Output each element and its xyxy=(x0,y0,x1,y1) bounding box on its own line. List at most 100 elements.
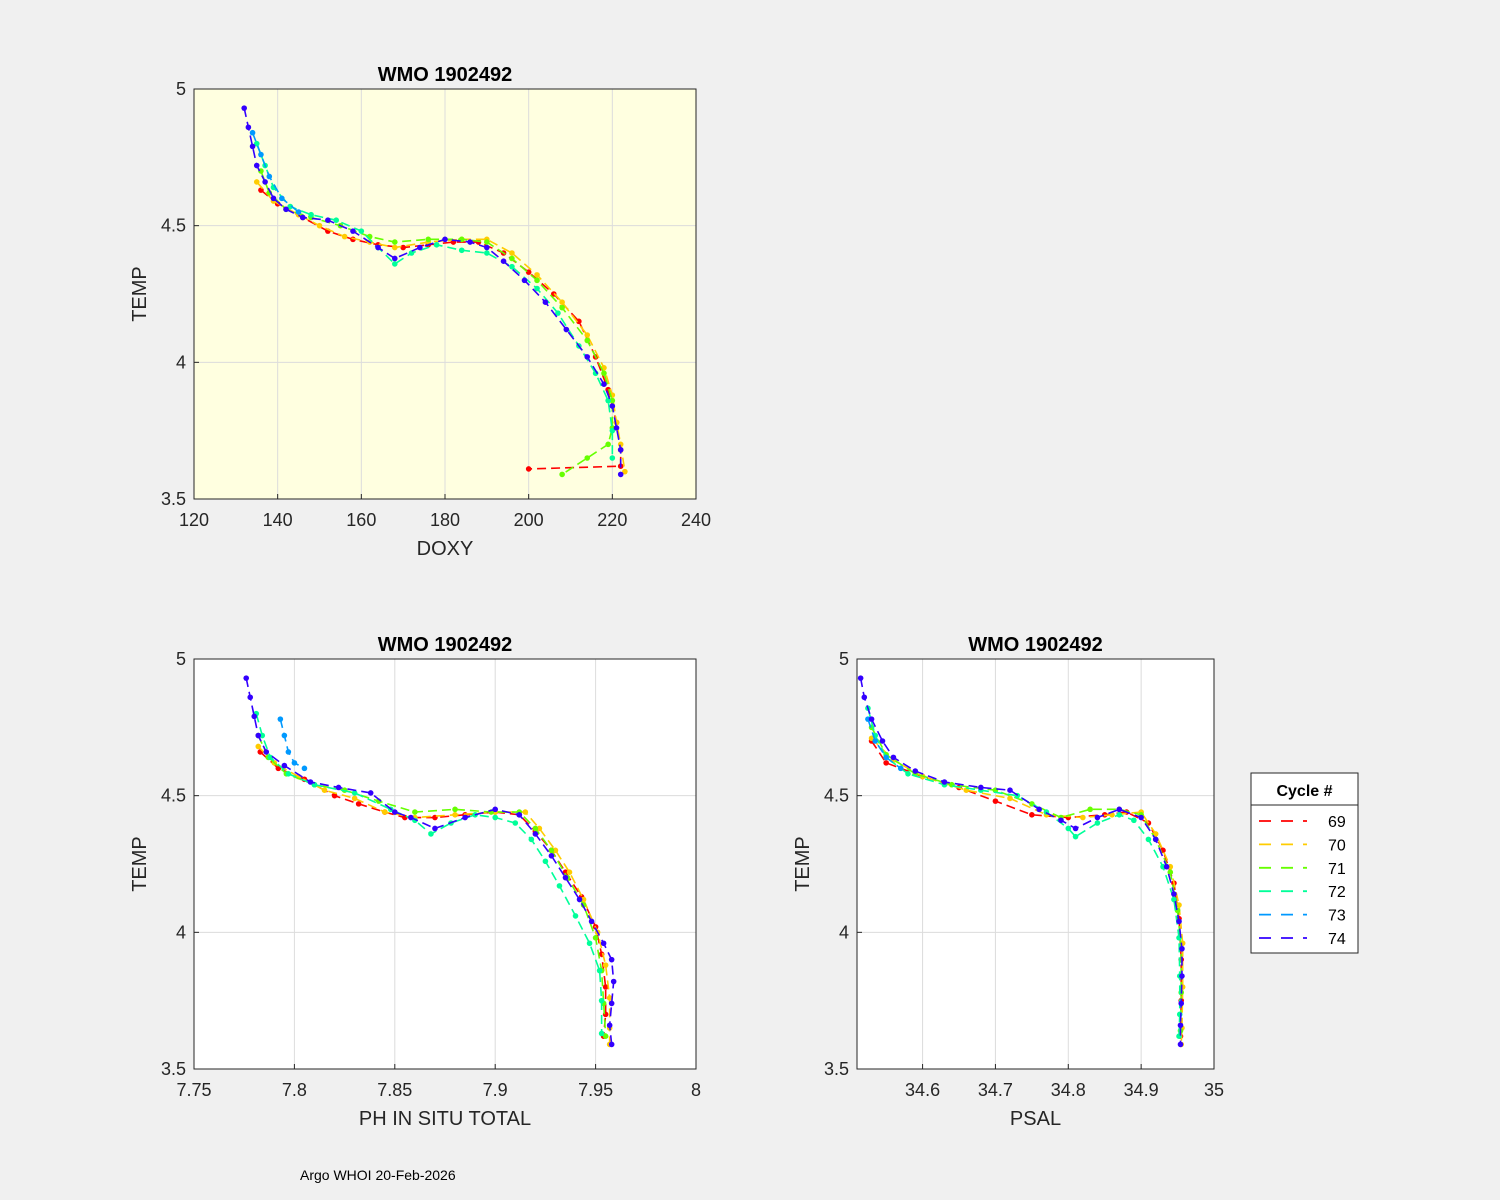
data-point xyxy=(1152,831,1159,837)
series-74 xyxy=(243,675,617,1048)
data-point xyxy=(586,940,593,947)
series-73 xyxy=(865,716,904,772)
data-point xyxy=(281,762,288,769)
chart-title: WMO 1902492 xyxy=(378,634,513,656)
data-point xyxy=(358,228,365,234)
data-point xyxy=(525,269,532,275)
x-tick-label: 140 xyxy=(263,510,293,530)
legend-title: Cycle # xyxy=(1276,783,1332,800)
data-point xyxy=(291,760,298,766)
data-point xyxy=(509,250,515,256)
data-point xyxy=(512,820,519,826)
data-point xyxy=(562,874,569,881)
data-point xyxy=(1171,896,1177,903)
y-tick-label: 5 xyxy=(176,79,186,99)
data-point xyxy=(588,918,595,925)
data-point xyxy=(433,242,440,248)
axes-frame xyxy=(193,88,697,500)
legend-label: 73 xyxy=(1328,908,1346,925)
x-tick-label: 34.6 xyxy=(905,1080,940,1100)
plot-area xyxy=(194,659,696,1069)
data-point xyxy=(905,771,911,777)
data-point xyxy=(868,716,875,722)
data-point xyxy=(613,425,620,431)
data-point xyxy=(941,779,948,785)
y-tick-label: 4 xyxy=(176,352,186,372)
legend: Cycle # 69 70 71 72 73 74 xyxy=(1250,772,1359,954)
x-tick-label: 180 xyxy=(430,510,460,530)
data-point xyxy=(301,765,308,772)
data-point xyxy=(606,1022,613,1029)
data-point xyxy=(281,732,288,739)
x-tick-label: 120 xyxy=(179,510,209,530)
data-point xyxy=(1007,795,1013,802)
data-point xyxy=(484,239,490,245)
data-point xyxy=(556,883,563,889)
data-point xyxy=(600,940,607,947)
data-point xyxy=(295,209,302,215)
data-point xyxy=(608,1000,615,1007)
data-point xyxy=(458,247,465,254)
legend-box xyxy=(1250,772,1359,954)
y-axis-label: TEMP xyxy=(792,836,814,892)
data-point xyxy=(299,214,306,221)
series-line xyxy=(867,707,1181,1037)
data-point xyxy=(1177,1022,1184,1029)
data-point xyxy=(321,787,328,793)
legend-label: 74 xyxy=(1328,931,1346,948)
data-point xyxy=(622,468,628,475)
data-point xyxy=(1152,836,1159,843)
x-tick-label: 34.8 xyxy=(1051,1080,1086,1100)
data-point xyxy=(1029,812,1035,818)
data-point xyxy=(1176,1011,1183,1018)
data-point xyxy=(548,847,555,854)
data-point xyxy=(262,179,268,185)
legend-label: 70 xyxy=(1328,837,1346,854)
data-point xyxy=(408,814,414,821)
x-tick-label: 7.9 xyxy=(483,1080,508,1100)
data-point xyxy=(392,261,398,267)
y-tick-label: 4 xyxy=(839,922,849,942)
data-point xyxy=(412,809,418,815)
plot-area xyxy=(857,659,1214,1069)
data-point xyxy=(532,825,539,832)
data-point xyxy=(602,962,609,968)
x-tick-label: 34.9 xyxy=(1124,1080,1159,1100)
data-point xyxy=(584,354,591,360)
data-point xyxy=(1116,806,1123,813)
chart-1: 120 140 160 180 200 220 240 3.5 4 4.5 5 WMO 1902492… xyxy=(129,64,711,560)
data-point xyxy=(417,244,423,251)
footer-credit: Argo WHOI 20-Feb-2026 xyxy=(300,1167,456,1183)
data-point xyxy=(1179,945,1185,952)
data-point xyxy=(609,455,616,461)
data-point xyxy=(1145,836,1152,843)
data-point xyxy=(492,806,499,813)
data-point xyxy=(408,250,415,256)
data-point xyxy=(277,716,284,722)
data-point xyxy=(255,743,262,750)
data-point xyxy=(500,258,507,265)
data-point xyxy=(285,749,292,755)
data-point xyxy=(563,326,570,333)
data-point xyxy=(521,277,528,284)
axes-frame xyxy=(856,658,1215,1070)
data-point xyxy=(883,754,889,761)
y-tick-label: 4.5 xyxy=(161,786,186,806)
data-point xyxy=(872,738,879,744)
data-point xyxy=(462,814,468,821)
data-point xyxy=(375,244,381,251)
data-point xyxy=(516,812,523,818)
data-point xyxy=(381,809,388,815)
data-point xyxy=(287,203,294,210)
data-point xyxy=(1080,814,1086,821)
data-point xyxy=(883,760,889,766)
data-point xyxy=(392,809,398,815)
data-point xyxy=(536,825,543,832)
data-point xyxy=(1087,806,1093,813)
data-point xyxy=(1131,817,1137,824)
data-point xyxy=(484,250,490,256)
data-point xyxy=(253,140,260,147)
data-point xyxy=(609,427,616,434)
data-point xyxy=(245,124,252,131)
